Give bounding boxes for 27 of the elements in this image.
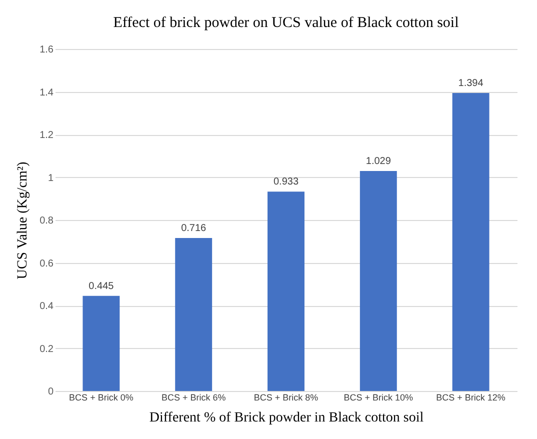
data-label: 1.394: [458, 78, 484, 90]
x-tick-label: BCS + Brick 6%: [161, 392, 226, 402]
y-axis-title: UCS Value (Kg/cm²): [16, 161, 31, 280]
x-tick-label: BCS + Brick 0%: [69, 392, 134, 402]
bar: [175, 238, 212, 391]
y-tick-label: 0.2: [40, 344, 54, 355]
chart-title: Effect of brick powder on UCS value of Black cotton soil: [113, 15, 459, 31]
data-label: 0.445: [88, 280, 114, 292]
y-tick-label: 0.4: [40, 301, 54, 312]
y-tick-label: 0.6: [40, 258, 54, 270]
bar: [360, 171, 397, 391]
x-axis-title: Different % of Brick powder in Black cotton soil: [149, 410, 424, 426]
bar: [82, 296, 120, 391]
bar: [268, 192, 304, 391]
data-label: 1.029: [366, 156, 392, 168]
x-tick-label: BCS + Brick 12%: [436, 392, 506, 402]
data-label: 0.933: [273, 176, 299, 188]
y-tick-label: 1.6: [40, 44, 54, 56]
x-tick-label: BCS + Brick 8%: [254, 392, 318, 402]
bar: [452, 93, 490, 391]
data-label: 0.716: [181, 222, 207, 234]
y-tick-label: 1: [48, 172, 54, 184]
y-tick-label: 1.4: [40, 87, 54, 98]
x-tick-label: BCS + Brick 10%: [344, 392, 414, 402]
y-tick-label: 0.8: [40, 216, 54, 226]
y-tick-label: 0: [48, 386, 54, 398]
y-tick-label: 1.2: [40, 130, 54, 141]
